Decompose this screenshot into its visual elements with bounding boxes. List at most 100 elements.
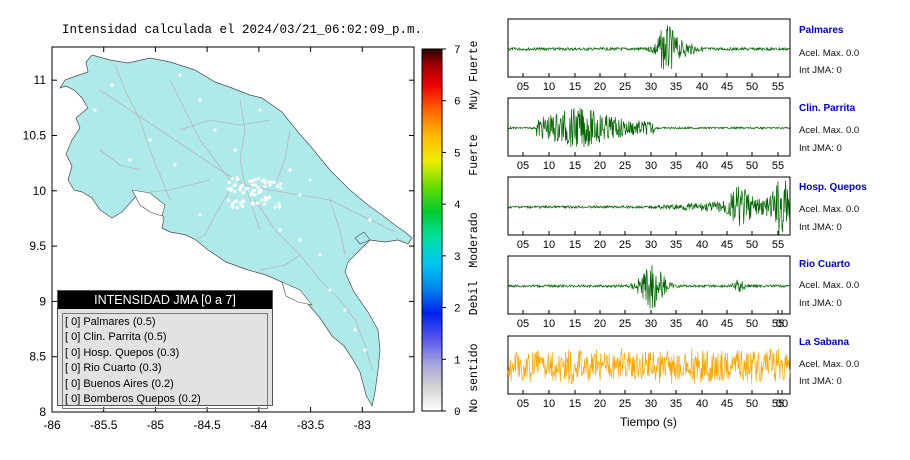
station-marker <box>275 184 279 188</box>
station-name-quepos: Hosp. Quepos <box>799 182 867 193</box>
colorbar-label: Fuerte <box>468 134 481 176</box>
station-name-la-sabana: La Sabana <box>799 337 850 348</box>
station-marker <box>235 176 239 180</box>
waveform-tick-label: 10 <box>543 318 555 330</box>
waveform-tick-label: 25 <box>619 160 631 172</box>
waveform-tick-label: 40 <box>696 318 708 330</box>
waveform-tick-label: 55 <box>772 318 784 330</box>
waveform-tick-label: 20 <box>594 81 606 93</box>
station-marker <box>298 238 302 242</box>
station-int: Int JMA: 0 <box>799 298 842 309</box>
waveform-tick-label: 20 <box>594 160 606 172</box>
waveform-tick-label: 45 <box>721 239 733 251</box>
station-marker <box>252 183 256 187</box>
station-marker <box>273 205 277 209</box>
waveform-tick-label: 45 <box>721 160 733 172</box>
station-marker <box>343 308 347 312</box>
station-accel: Acel. Max. 0.0 <box>799 204 860 215</box>
map-y-tick-label: 9.5 <box>29 239 46 253</box>
waveform-tick-label: 50 <box>746 239 758 251</box>
station-marker <box>110 83 114 87</box>
waveform-tick-label: 05 <box>517 398 529 410</box>
colorbar-tick-label: 3 <box>454 252 461 264</box>
station-marker <box>213 128 217 132</box>
waveform-tick-label: 30 <box>645 239 657 251</box>
waveform-tick-label: 30 <box>645 160 657 172</box>
map-x-tick-label: -84 <box>250 418 268 432</box>
station-marker <box>255 201 260 205</box>
map-x-tick-label: -83.5 <box>297 418 325 432</box>
waveform-tick-label: 10 <box>543 81 555 93</box>
waveform-tick-label: 35 <box>670 318 682 330</box>
station-marker <box>233 200 237 204</box>
station-accel: Acel. Max. 0.0 <box>799 125 860 136</box>
waveform-trace <box>507 25 791 70</box>
map-y-tick-label: 10.5 <box>23 128 47 142</box>
map-x-tick-label: -86 <box>43 418 61 432</box>
station-marker <box>239 185 243 189</box>
station-marker <box>269 180 274 184</box>
colorbar-tick-label: 7 <box>454 45 461 57</box>
station-accel: Acel. Max. 0.0 <box>799 359 860 370</box>
colorbar-label: Muy Fuerte <box>468 40 481 109</box>
station-int: Int JMA: 0 <box>799 222 842 233</box>
legend-list: [ 0] Palmares (0.5) [ 0] Clin. Parrita (… <box>62 313 268 410</box>
station-marker <box>363 348 367 352</box>
waveform-tick-label: 25 <box>619 81 631 93</box>
station-marker <box>148 138 152 142</box>
station-marker <box>248 179 252 183</box>
x-axis-label: Tiempo (s) <box>620 415 677 429</box>
colorbar-tick-label: 4 <box>454 200 461 212</box>
station-marker <box>178 73 182 77</box>
station-name-parrita: Clin. Parrita <box>799 103 856 114</box>
station-marker <box>318 253 322 257</box>
waveform-tick-label: 20 <box>594 239 606 251</box>
waveform-panel <box>507 97 791 157</box>
map-y-tick-label: 9 <box>39 294 46 308</box>
colorbar-label: No sentido <box>468 343 481 412</box>
waveform-trace <box>507 347 791 385</box>
station-marker <box>267 195 271 199</box>
map-x-tick-label: -83 <box>354 418 372 432</box>
station-marker <box>233 183 238 187</box>
station-marker <box>226 187 230 191</box>
station-marker <box>238 188 242 192</box>
waveform-tick-label: 05 <box>517 81 529 93</box>
waveform-tick-label: 35 <box>670 398 682 410</box>
intensity-legend: INTENSIDAD JMA [0 a 7] [ 0] Palmares (0.… <box>57 290 273 410</box>
station-marker <box>288 168 292 172</box>
station-marker <box>235 205 239 210</box>
station-marker <box>229 187 234 191</box>
waveform-tick-label: 25 <box>619 398 631 410</box>
station-markers <box>93 73 372 352</box>
map-x-tick-label: -84.5 <box>193 418 221 432</box>
colorbar-tick-label: 0 <box>454 407 461 419</box>
waveform-tick-label: 50 <box>746 160 758 172</box>
waveform-tick-label: 50 <box>746 318 758 330</box>
station-marker <box>198 213 202 217</box>
legend-item: [ 0] Clin. Parrita (0.5) <box>65 331 167 344</box>
station-marker <box>173 163 177 167</box>
station-int: Int JMA: 0 <box>799 376 842 387</box>
station-marker <box>230 177 235 181</box>
station-name-palmares: Palmares <box>799 25 844 36</box>
waveform-tick-label: 55 <box>772 239 784 251</box>
waveform-tick-label: 50 <box>746 81 758 93</box>
waveform-tick-label: 15 <box>569 398 581 410</box>
waveform-tick-label: 40 <box>696 239 708 251</box>
legend-title: INTENSIDAD JMA [0 a 7] <box>58 291 272 309</box>
legend-item: [ 0] Palmares (0.5) <box>65 316 156 328</box>
waveform-tick-label: 45 <box>721 81 733 93</box>
station-marker <box>268 183 272 187</box>
station-marker <box>368 218 372 222</box>
waveform-tick-label: 35 <box>670 160 682 172</box>
station-marker <box>258 108 262 112</box>
station-marker <box>231 206 235 210</box>
station-accel: Acel. Max. 0.0 <box>799 48 860 59</box>
station-marker <box>278 228 282 232</box>
waveform-tick-label: 35 <box>670 239 682 251</box>
waveform-tick-label: 20 <box>594 318 606 330</box>
station-marker <box>251 179 255 183</box>
